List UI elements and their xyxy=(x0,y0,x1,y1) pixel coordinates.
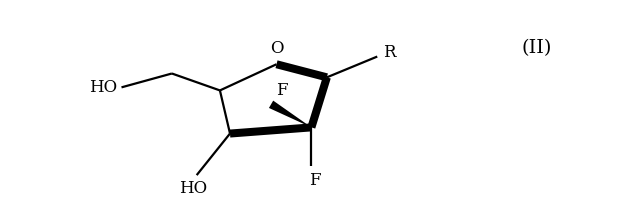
Polygon shape xyxy=(276,60,328,81)
Text: F: F xyxy=(276,82,288,99)
Text: (II): (II) xyxy=(521,39,551,57)
Text: R: R xyxy=(384,44,396,61)
Text: O: O xyxy=(269,40,283,57)
Text: HO: HO xyxy=(89,79,117,96)
Polygon shape xyxy=(269,101,311,127)
Text: F: F xyxy=(309,172,321,189)
Polygon shape xyxy=(307,76,331,129)
Text: HO: HO xyxy=(179,180,207,197)
Polygon shape xyxy=(230,123,312,137)
